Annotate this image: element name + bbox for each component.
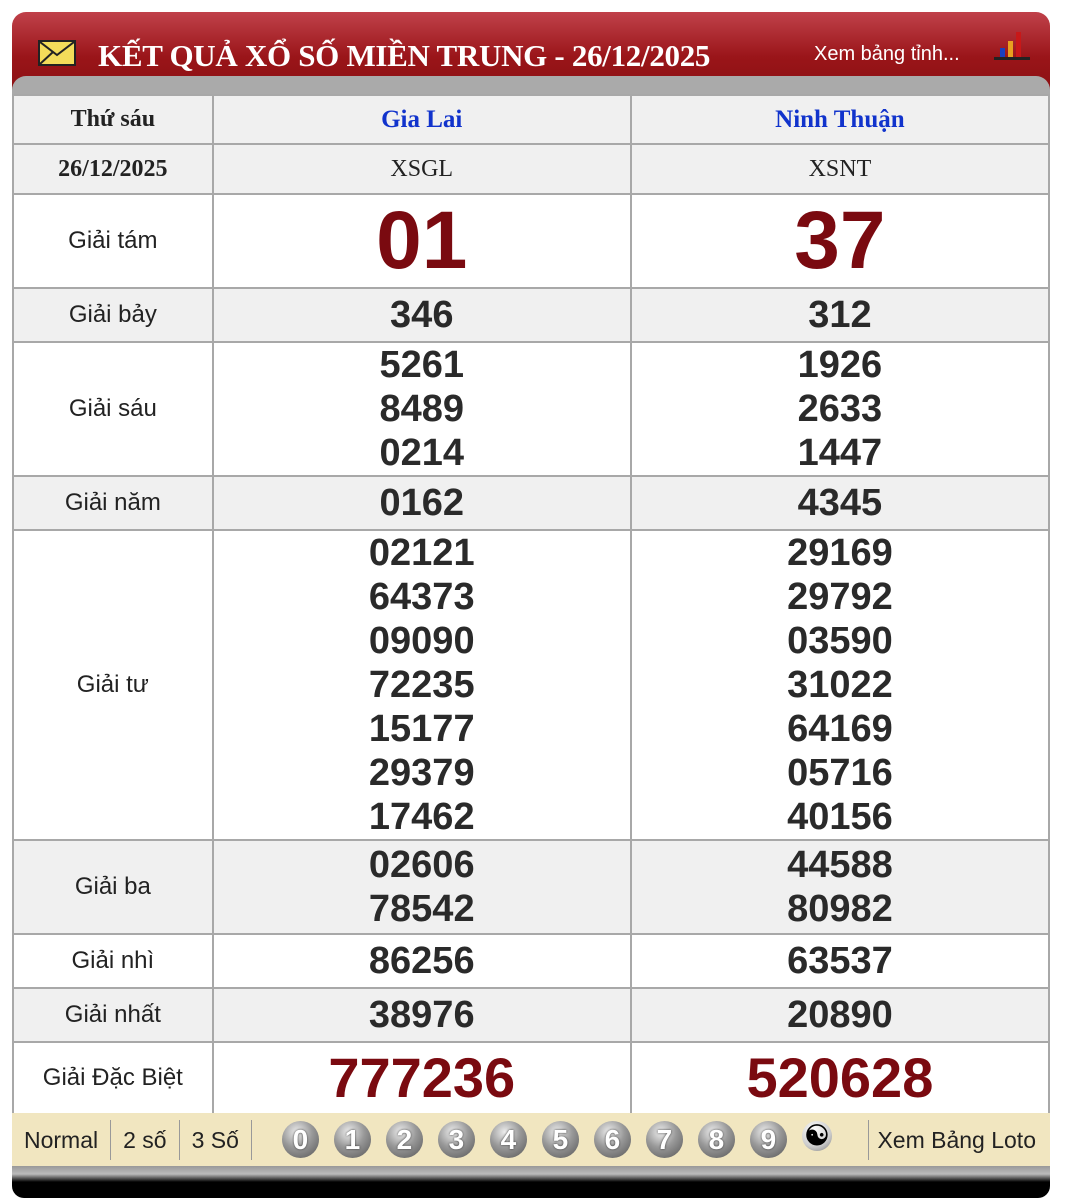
prize-number: 78542	[368, 888, 475, 930]
view-province-table-link[interactable]: Xem bảng tỉnh...	[814, 43, 960, 65]
prize-label: Giải nhì	[12, 933, 214, 989]
digit-ball-4[interactable]: 4	[489, 1121, 527, 1158]
digit-ball-1[interactable]: 1	[333, 1121, 371, 1158]
prize-row: Giải tám 01 37	[12, 193, 1051, 289]
digit-ball-2[interactable]: 2	[385, 1121, 423, 1158]
prize-number: 312	[808, 294, 872, 336]
prize-number: 0162	[379, 482, 465, 524]
province-name[interactable]: Gia Lai	[211, 94, 632, 145]
prize-number: 02606	[368, 844, 475, 886]
prize-number: 86256	[368, 940, 475, 982]
prize-number: 20890	[787, 994, 893, 1036]
draw-date: 26/12/2025	[12, 143, 214, 195]
prize-number: 05716	[787, 752, 893, 794]
province-code: XSGL	[211, 143, 632, 195]
prize-row: Giải tư 02121 64373 09090 72235 15177 29379 174…	[12, 529, 1051, 841]
mode-3-digits[interactable]: 3 Số	[180, 1119, 252, 1160]
prize-number: 8489	[379, 388, 465, 430]
mode-2-digits[interactable]: 2 số	[111, 1119, 180, 1160]
digit-ball-7[interactable]: 7	[645, 1121, 683, 1158]
prize-number: 37	[794, 195, 886, 286]
prize-number: 38976	[368, 994, 475, 1036]
prize-number: 1447	[797, 432, 883, 474]
prize-label: Giải sáu	[12, 341, 214, 477]
prize-label: Giải tám	[12, 193, 214, 289]
prize-number: 72235	[368, 664, 475, 706]
prize-number: 1926	[797, 344, 883, 386]
prize-label: Giải bảy	[12, 287, 214, 343]
prize-row: Giải ba 02606 78542 44588 80982	[12, 839, 1051, 935]
prize-number: 15177	[368, 708, 475, 750]
footer-toolbar: Normal 2 số 3 Số 0 1 2 3 4 5 6 7 8 9 ☯ Xem Bảng Lo…	[12, 1113, 1050, 1166]
prize-label: Giải ba	[12, 839, 214, 935]
prize-number: 4345	[797, 482, 883, 524]
prize-number: 80982	[787, 888, 893, 930]
prize-number: 02121	[368, 532, 475, 574]
province-name[interactable]: Ninh Thuận	[629, 94, 1051, 145]
day-label: Thứ sáu	[12, 94, 214, 145]
prize-number: 29379	[368, 752, 475, 794]
prize-row: Giải sáu 5261 8489 0214 1926 2633 1447	[12, 341, 1051, 477]
prize-number: 2633	[797, 388, 883, 430]
prize-number: 01	[376, 195, 468, 286]
digit-ball-9[interactable]: 9	[749, 1121, 787, 1158]
digit-ball-3[interactable]: 3	[437, 1121, 475, 1158]
page-header: KẾT QUẢ XỔ SỐ MIỀN TRUNG - 26/12/2025 Xe…	[12, 12, 1050, 94]
prize-row: Giải năm 0162 4345	[12, 475, 1051, 531]
mode-normal[interactable]: Normal	[12, 1119, 112, 1160]
prize-number: 0214	[379, 432, 465, 474]
prize-number: 64373	[368, 576, 475, 618]
header-shade	[12, 76, 1050, 94]
prize-row: Giải nhất 38976 20890	[12, 987, 1051, 1043]
prize-number: 346	[390, 294, 454, 336]
prize-row: Giải bảy 346 312	[12, 287, 1051, 343]
digit-ball-0[interactable]: 0	[281, 1121, 319, 1158]
prize-number: 64169	[787, 708, 893, 750]
prize-label: Giải năm	[12, 475, 214, 531]
view-loto-table-link[interactable]: Xem Bảng Loto	[868, 1119, 1050, 1160]
prize-row: Giải Đặc Biệt 777236 520628	[12, 1041, 1051, 1115]
digit-ball-5[interactable]: 5	[541, 1121, 579, 1158]
page-title: KẾT QUẢ XỔ SỐ MIỀN TRUNG - 26/12/2025	[98, 38, 711, 73]
footer-bar	[12, 1166, 1050, 1198]
prize-number: 63537	[787, 940, 893, 982]
digit-ball-6[interactable]: 6	[593, 1121, 631, 1158]
prize-number: 31022	[787, 664, 893, 706]
prize-label: Giải nhất	[12, 987, 214, 1043]
province-code: XSNT	[629, 143, 1051, 195]
results-table: Thứ sáu Gia Lai Ninh Thuận 26/12/2025 XSGL XS…	[12, 94, 1051, 1115]
prize-row: Giải nhì 86256 63537	[12, 933, 1051, 989]
bar-chart-icon[interactable]	[994, 32, 1030, 60]
prize-number: 29169	[787, 532, 893, 574]
prize-number: 44588	[787, 844, 893, 886]
prize-number: 777236	[328, 1046, 516, 1109]
prize-number: 17462	[368, 796, 475, 838]
prize-number: 09090	[368, 620, 475, 662]
prize-label: Giải Đặc Biệt	[12, 1041, 214, 1115]
prize-number: 29792	[787, 576, 893, 618]
prize-number: 03590	[787, 620, 893, 662]
digit-ball-8[interactable]: 8	[697, 1121, 735, 1158]
prize-number: 520628	[746, 1046, 934, 1109]
prize-number: 5261	[379, 344, 465, 386]
prize-number: 40156	[787, 796, 893, 838]
prize-label: Giải tư	[12, 529, 214, 841]
envelope-icon	[38, 40, 76, 66]
yin-yang-icon[interactable]: ☯	[801, 1121, 832, 1151]
